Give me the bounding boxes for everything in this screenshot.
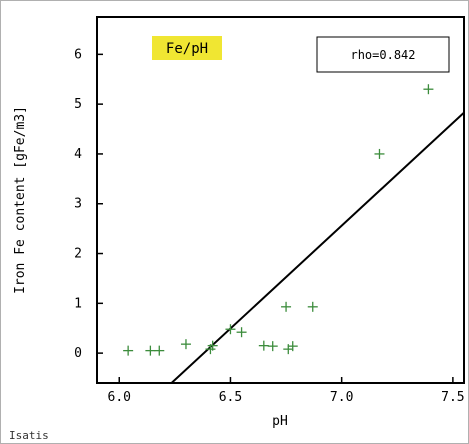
y-tick-label: 6: [74, 47, 82, 62]
regression-line: [170, 111, 464, 383]
data-point: [258, 340, 269, 351]
y-tick-label: 3: [74, 197, 82, 212]
y-axis-label: Iron Fe content [gFe/m3]: [13, 106, 28, 294]
y-tick-label: 0: [74, 346, 82, 361]
x-tick-label: 6.0: [108, 390, 131, 405]
data-point: [145, 345, 156, 356]
data-point: [154, 345, 165, 356]
data-point: [287, 341, 298, 352]
y-tick-label: 5: [74, 97, 82, 112]
y-tick-label: 1: [74, 296, 82, 311]
data-point: [225, 324, 236, 335]
data-point: [123, 345, 134, 356]
data-point: [180, 339, 191, 350]
data-point: [423, 84, 434, 95]
correlation-annotation: rho=0.842: [350, 48, 415, 62]
x-tick-label: 7.5: [441, 390, 464, 405]
title-highlight: [152, 36, 222, 60]
x-tick-label: 7.0: [330, 390, 353, 405]
data-point: [236, 327, 247, 338]
data-point: [207, 340, 218, 351]
plot-area: [96, 16, 465, 384]
data-point: [267, 341, 278, 352]
x-axis-ticks: 6.0 6.5 7.0 7.5: [108, 377, 465, 405]
data-point: [281, 301, 292, 312]
chart-title: Fe/pH: [166, 41, 208, 57]
y-tick-label: 2: [74, 247, 82, 262]
data-point: [374, 148, 385, 159]
x-axis-label: pH: [272, 414, 288, 429]
footer-label: Isatis: [9, 429, 49, 442]
y-axis-ticks: 0 1 2 3 4 5 6: [74, 47, 103, 361]
annotation-box: [316, 36, 450, 73]
x-tick-label: 6.5: [219, 390, 242, 405]
data-point: [307, 301, 318, 312]
y-tick-label: 4: [74, 147, 82, 162]
